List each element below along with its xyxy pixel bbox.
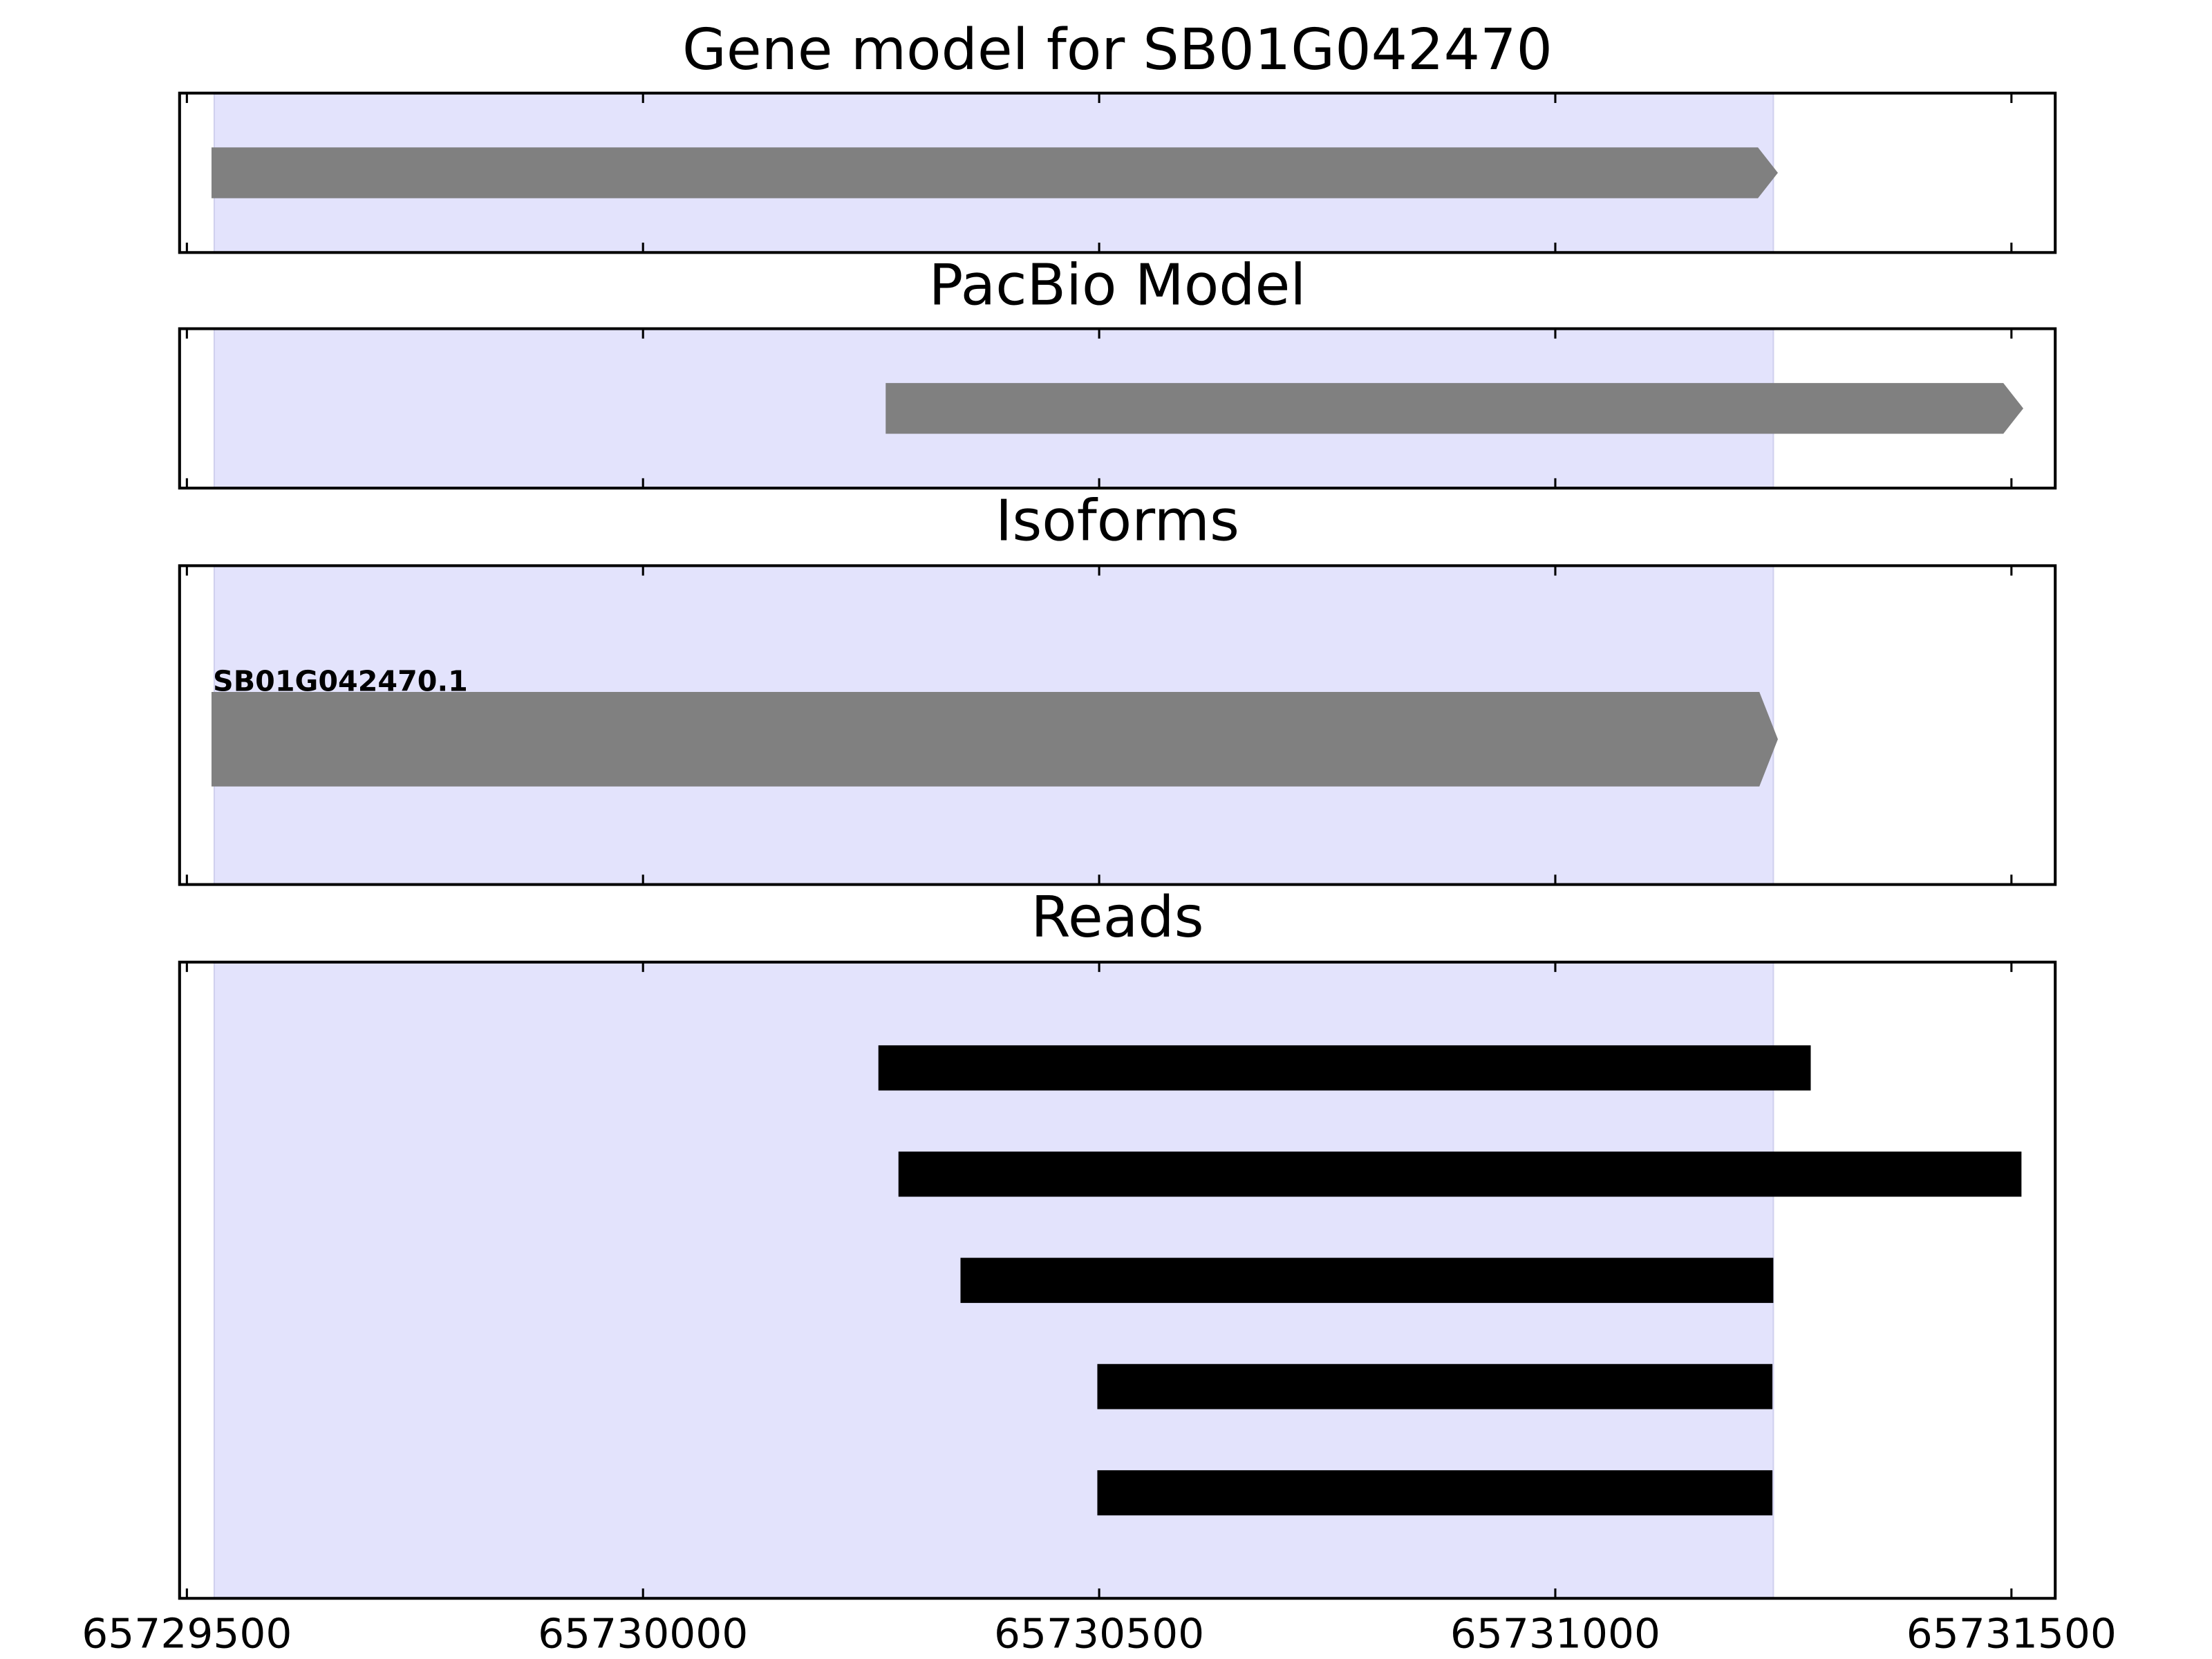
- x-tick-label: 65731500: [1906, 1611, 2117, 1658]
- panel-title: Gene model for SB01G042470: [682, 17, 1553, 83]
- panel-frame: [178, 960, 2057, 1600]
- panel-title: Isoforms: [995, 489, 1239, 554]
- panel-title: Reads: [1031, 885, 1203, 950]
- x-tick-label: 65730000: [538, 1611, 748, 1658]
- feature-arrow: [211, 147, 1778, 198]
- read: [878, 1045, 1811, 1091]
- x-tick-label: 65731000: [1450, 1611, 1660, 1658]
- feature-arrow: [211, 692, 1778, 787]
- panel-frame: [178, 564, 2057, 886]
- x-tick-label: 65730500: [994, 1611, 1204, 1658]
- read: [1097, 1364, 1773, 1409]
- read: [1097, 1470, 1773, 1516]
- read: [960, 1257, 1774, 1303]
- panel-frame: [178, 91, 2057, 254]
- feature-arrow: [885, 383, 2024, 434]
- isoform-label: SB01G042470.1: [213, 665, 468, 698]
- read: [898, 1151, 2022, 1197]
- x-tick-label: 65729500: [82, 1611, 292, 1658]
- panel-title: PacBio Model: [929, 253, 1306, 319]
- panel-frame: [178, 327, 2057, 490]
